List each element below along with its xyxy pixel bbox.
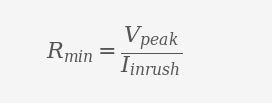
Text: $R_{min} = \dfrac{V_{peak}}{I_{inrush}}$: $R_{min} = \dfrac{V_{peak}}{I_{inrush}}$ [46,25,183,78]
